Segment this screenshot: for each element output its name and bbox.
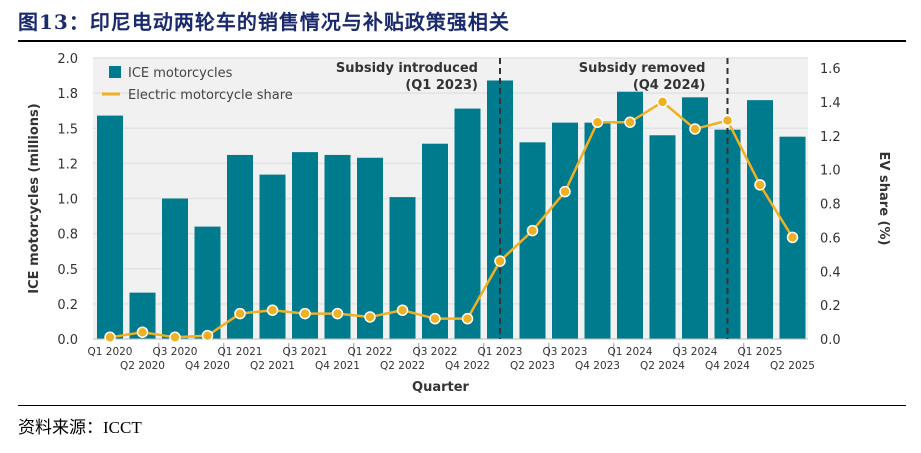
bar-q1-2022 [357,157,383,339]
y-tick-label: 0.2 [57,298,78,313]
y-axis-label: ICE motorcycles (millions) [27,103,42,293]
annotation-label: Subsidy removed [579,61,706,76]
x-tick-label: Q2 2025 [770,360,815,372]
point-q4-2024 [721,114,734,127]
point-q4-2021 [331,307,344,320]
y2-axis-label: EV share (%) [876,152,891,246]
x-tick-label: Q2 2023 [510,360,555,372]
annotation-label: (Q4 2024) [633,78,706,93]
bar-q2-2022 [389,197,416,339]
point-q2-2022 [396,304,409,316]
bar-q4-2020 [194,226,221,339]
bar-q3-2023 [552,122,578,339]
y-tick-label: 0.0 [57,333,78,348]
source-note: 资料来源：ICCT [18,418,142,437]
point-q1-2021 [234,307,246,320]
y-tick-label: 1.0 [57,193,78,208]
bar-q4-2024 [714,129,741,339]
x-tick-label: Q2 2020 [120,360,165,372]
bar-q3-2020 [162,198,188,339]
y2-tick-label: 0.6 [820,231,841,246]
x-axis-label: Quarter [412,380,470,395]
y2-tick-label: 1.4 [820,96,841,111]
x-tick-label: Q4 2020 [185,360,230,372]
y-tick-label: 0.5 [57,263,78,278]
point-q1-2020 [104,331,116,344]
bar-q4-2023 [584,122,611,339]
point-q1-2024 [624,116,636,128]
legend-bar-swatch [109,66,121,78]
point-q4-2023 [591,116,604,128]
point-q3-2022 [429,312,441,325]
chart: 0.0 0.2 0.5 0.8 1.0 1.2 1.5 1.8 2.0 0.0 0.2 0.4 0.6 0… [27,52,891,395]
y2-tick-label: 0.0 [820,333,841,348]
x-tick-label: Q4 2022 [445,360,490,372]
y2-tick-label: 0.4 [820,265,841,280]
point-q3-2023 [559,185,571,198]
y-tick-label: 1.5 [57,122,78,137]
y-tick-label: 1.2 [57,157,78,172]
source-divider [18,405,906,406]
y2-tick-label: 1.0 [820,164,841,179]
point-q2-2024 [656,96,669,108]
x-tick-label: Q3 2023 [542,346,587,358]
x-tick-label: Q4 2023 [575,360,620,372]
y-tick-label: 1.8 [57,87,78,102]
point-q1-2022 [364,311,376,323]
y2-tick-label: 0.2 [820,299,841,314]
point-q3-2021 [299,307,311,320]
point-q3-2024 [689,123,701,135]
bar-q1-2024 [617,91,643,339]
bar-q4-2022 [454,108,481,339]
point-q2-2023 [526,224,539,237]
x-tick-label: Q2 2021 [250,360,295,372]
point-q1-2025 [754,179,766,191]
x-tick-label: Q3 2020 [152,346,197,358]
x-tick-label: Q4 2021 [315,360,360,372]
point-q3-2020 [169,331,181,344]
y-tick-label: 0.8 [57,228,78,243]
bar-q3-2024 [682,97,708,339]
point-q2-2021 [266,304,279,316]
bar-q1-2025 [747,100,773,340]
annotation-label: Subsidy introduced [336,61,478,76]
annotation-label: (Q1 2023) [405,78,478,93]
point-q2-2020 [136,326,149,338]
x-tick-label: Q1 2022 [347,346,392,358]
point-q4-2022 [461,312,474,325]
point-q2-2025 [786,231,799,244]
x-tick-label: Q1 2024 [607,346,652,358]
x-tick-label: Q4 2024 [705,360,750,372]
bar-q2-2023 [519,142,546,339]
x-tick-label: Q1 2025 [737,346,782,358]
x-tick-label: Q1 2020 [87,346,132,358]
series-line-ev-share [109,100,794,339]
legend-label: Electric motorcycle share [128,88,293,103]
x-tick-label: Q2 2022 [380,360,425,372]
figure-title: 图13：印尼电动两轮车的销售情况与补贴政策强相关 [18,10,510,34]
x-tick-label: Q3 2022 [412,346,457,358]
x-tick-label: Q2 2024 [640,360,685,372]
x-tick-label: Q3 2021 [282,346,327,358]
x-tick-label: Q3 2024 [672,346,717,358]
point-q4-2020 [201,329,214,342]
x-tick-label: Q1 2023 [477,346,522,358]
legend-label: ICE motorcycles [128,66,233,81]
y2-tick-label: 1.2 [820,130,841,145]
y-tick-label: 2.0 [57,52,78,67]
x-tick-label: Q1 2021 [217,346,262,358]
y2-tick-label: 0.8 [820,198,841,213]
bar-q2-2024 [649,135,676,339]
point-q1-2023 [494,255,506,267]
title-divider [18,40,906,42]
bar-q3-2022 [422,143,448,339]
bar-q1-2020 [97,115,123,339]
y2-tick-label: 1.6 [820,62,841,77]
